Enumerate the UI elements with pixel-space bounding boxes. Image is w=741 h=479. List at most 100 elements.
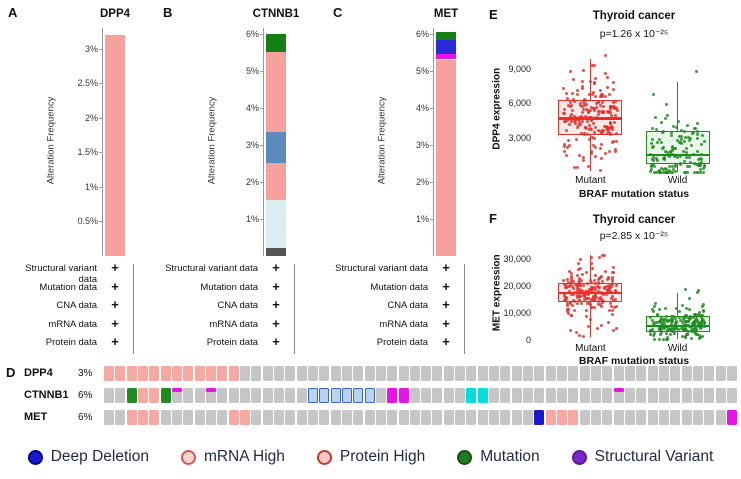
oncoprint-tile bbox=[421, 366, 431, 381]
data-point bbox=[582, 290, 586, 294]
panel-letter: C bbox=[333, 5, 343, 20]
data-point bbox=[567, 270, 571, 274]
data-point bbox=[578, 276, 582, 280]
mrna-high-icon bbox=[180, 449, 196, 465]
data-point bbox=[702, 322, 706, 326]
data-point bbox=[575, 293, 579, 297]
data-point bbox=[671, 330, 675, 334]
oncoprint-tile bbox=[206, 410, 216, 425]
oncoprint-tile bbox=[229, 388, 239, 403]
data-point bbox=[612, 305, 616, 309]
oncoprint-tile bbox=[704, 388, 714, 403]
data-point bbox=[601, 292, 605, 296]
data-point bbox=[583, 297, 587, 301]
data-point bbox=[699, 153, 703, 157]
data-point bbox=[692, 327, 696, 331]
data-point bbox=[598, 285, 602, 289]
data-point bbox=[694, 163, 698, 167]
oncoprint-tile bbox=[693, 388, 703, 403]
data-point bbox=[650, 137, 654, 141]
data-point bbox=[589, 306, 593, 310]
box-panel-E: E Thyroid cancer p=1.26 x 10⁻²⁵ DPP4 expres… bbox=[487, 2, 739, 202]
data-point bbox=[567, 143, 571, 147]
y-tick-label: 6% bbox=[245, 28, 259, 39]
oncoprint-tile bbox=[682, 366, 692, 381]
data-point bbox=[694, 325, 698, 329]
data-point bbox=[590, 281, 594, 285]
data-point bbox=[671, 146, 675, 150]
data-point bbox=[611, 308, 615, 312]
oncoprint-tile bbox=[297, 388, 307, 403]
data-point bbox=[581, 87, 585, 91]
data-point bbox=[680, 321, 684, 325]
data-point bbox=[581, 272, 585, 276]
data-point bbox=[697, 314, 701, 318]
oncoprint-tile bbox=[421, 410, 431, 425]
data-point bbox=[700, 157, 704, 161]
oncoprint-tile bbox=[591, 388, 601, 403]
oncoprint-tile bbox=[149, 388, 159, 403]
data-point bbox=[699, 164, 703, 168]
oncoprint-tile bbox=[149, 410, 159, 425]
data-point bbox=[607, 321, 611, 325]
oncoprint-tile bbox=[195, 388, 205, 403]
data-point bbox=[611, 126, 615, 130]
data-availability-plus: + bbox=[111, 260, 119, 275]
data-point bbox=[603, 269, 607, 273]
y-tick-label: 1.5% bbox=[77, 147, 98, 158]
data-point bbox=[587, 325, 591, 329]
x-tick-label: Mutant bbox=[575, 175, 606, 186]
data-point bbox=[654, 128, 658, 132]
data-point bbox=[663, 321, 667, 325]
track-divider-line bbox=[464, 264, 465, 354]
data-point bbox=[575, 166, 579, 170]
data-point bbox=[569, 104, 573, 108]
y-tick-label: 3,000 bbox=[508, 132, 531, 143]
data-point bbox=[696, 121, 699, 125]
data-point bbox=[592, 136, 596, 140]
data-point bbox=[608, 302, 612, 306]
data-point bbox=[607, 288, 611, 292]
data-point bbox=[650, 319, 654, 323]
data-point bbox=[612, 140, 616, 144]
oncoprint-tile bbox=[704, 410, 714, 425]
oncoprint-tile bbox=[263, 388, 273, 403]
y-tick-label: 1% bbox=[415, 213, 429, 224]
data-point bbox=[668, 319, 672, 323]
legend-item-deep-deletion: Deep Deletion bbox=[27, 448, 149, 466]
data-point bbox=[581, 283, 585, 287]
data-point bbox=[674, 147, 678, 151]
data-point bbox=[582, 133, 586, 137]
data-point bbox=[678, 163, 682, 167]
x-axis-title: BRAF mutation status bbox=[578, 355, 690, 367]
data-point bbox=[581, 334, 585, 338]
data-point bbox=[664, 117, 668, 121]
data-point bbox=[659, 167, 663, 171]
freq-panel-A: A DPP4 Alteration Frequency 0.5% 1% 1.5% 2% 2.5… bbox=[8, 2, 136, 362]
data-point bbox=[598, 103, 602, 107]
data-point bbox=[568, 100, 572, 104]
data-point bbox=[583, 101, 587, 105]
legend-label: mRNA High bbox=[203, 448, 285, 466]
data-point bbox=[652, 333, 656, 337]
data-point bbox=[680, 326, 684, 330]
data-point bbox=[666, 335, 670, 339]
oncoprint-tile bbox=[353, 366, 363, 381]
data-point bbox=[582, 159, 586, 163]
oncoprint-tile bbox=[274, 366, 284, 381]
data-point bbox=[652, 310, 656, 314]
data-point bbox=[697, 322, 701, 326]
oncoprint-tile bbox=[727, 366, 737, 381]
data-point bbox=[575, 330, 579, 334]
data-point bbox=[661, 318, 665, 322]
data-point bbox=[580, 115, 584, 119]
oncoprint-tile bbox=[274, 410, 284, 425]
mutation-icon bbox=[457, 449, 473, 465]
data-point bbox=[579, 278, 583, 282]
data-point bbox=[662, 327, 666, 331]
oncoprint-tile bbox=[432, 388, 442, 403]
protein-high-icon bbox=[316, 449, 332, 465]
oncoprint-tile bbox=[365, 366, 375, 381]
data-point bbox=[658, 137, 662, 141]
data-point bbox=[667, 170, 671, 174]
